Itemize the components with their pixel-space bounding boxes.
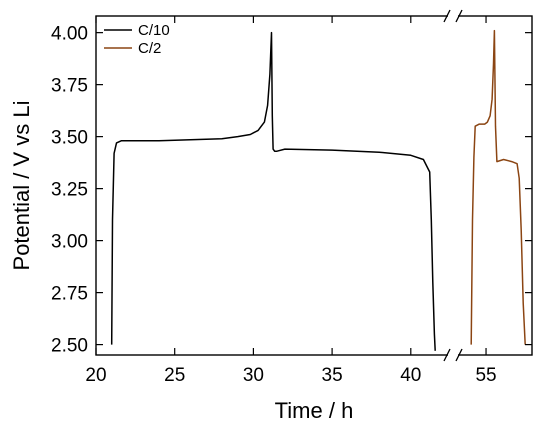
y-tick-label: 3.75 <box>51 76 88 97</box>
x-tick-label: 55 <box>475 365 496 386</box>
series-line-1 <box>470 29 526 345</box>
plot-frame <box>95 15 533 356</box>
y-tick-label: 3.25 <box>51 180 88 201</box>
legend-label-c2: C/2 <box>138 40 161 57</box>
x-axis-title: Time / h <box>275 398 354 423</box>
legend-label-c10: C/10 <box>138 22 170 39</box>
plot-border <box>95 15 533 356</box>
x-tick-label: 25 <box>164 365 185 386</box>
axis-break <box>443 9 463 362</box>
x-tick-label: 35 <box>322 365 343 386</box>
y-axis-title: Potential / V vs Li <box>9 101 34 271</box>
y-tick-label: 2.50 <box>51 336 88 357</box>
break-gap <box>448 10 458 22</box>
x-tick-label: 30 <box>243 365 264 386</box>
y-tick-label: 3.50 <box>51 128 88 149</box>
x-tick-label: 40 <box>400 365 421 386</box>
break-slash <box>443 348 451 362</box>
y-tick-label: 2.75 <box>51 284 88 305</box>
y-tick-label: 4.00 <box>51 24 88 45</box>
break-gap <box>448 349 458 361</box>
legend: C/10 C/2 <box>104 22 170 57</box>
x-tick-label: 20 <box>85 365 106 386</box>
series-layer <box>110 29 526 351</box>
y-tick-label: 3.00 <box>51 232 88 253</box>
break-slash <box>443 9 451 23</box>
break-slash <box>455 348 463 362</box>
tick-layer: 20 25 30 35 40 55 2.50 2.75 3.00 3.25 3.50 3.75 4.00 <box>51 16 532 386</box>
series-line-0 <box>110 31 436 351</box>
break-slash <box>455 9 463 23</box>
